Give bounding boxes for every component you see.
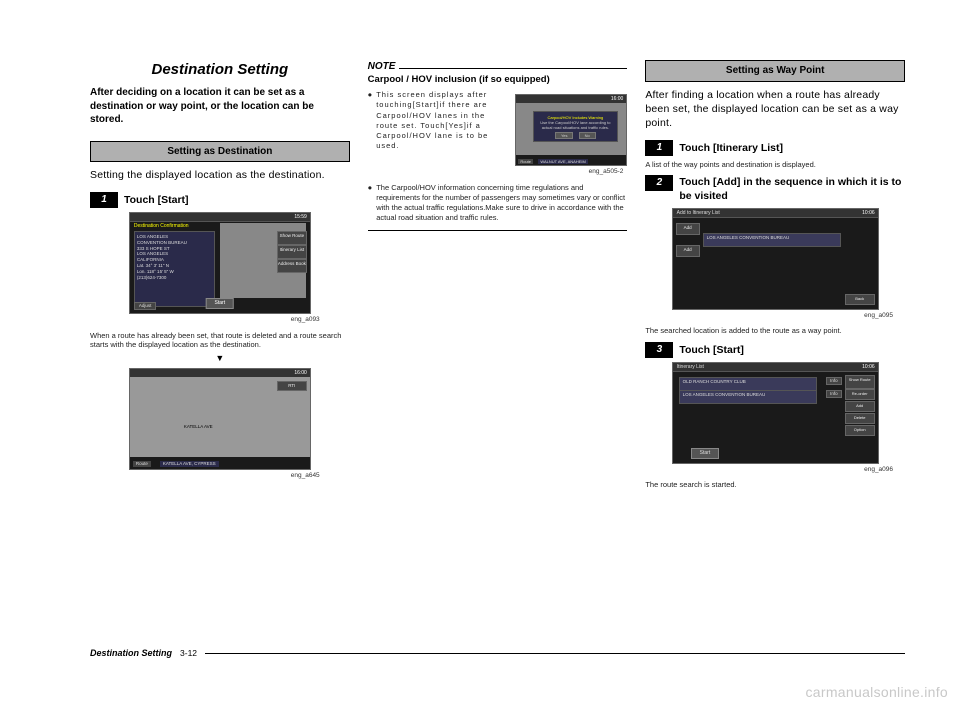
divider xyxy=(368,230,628,231)
step-1: 1 Touch [Start] xyxy=(90,192,350,208)
page-content: Destination Setting After deciding on a … xyxy=(0,0,960,610)
fine-print: The route search is started. xyxy=(645,480,905,490)
main-title: Destination Setting xyxy=(90,60,350,80)
figure-caption: eng_a095 xyxy=(645,312,893,321)
figure-caption: eng_a096 xyxy=(645,466,893,475)
divider xyxy=(399,68,627,69)
fine-print: When a route has already been set, that … xyxy=(90,331,350,351)
bullet-text: The Carpool/HOV information concerning t… xyxy=(376,183,627,224)
column-3: Setting as Way Point After finding a loc… xyxy=(645,60,905,580)
figure-itinerary-list: Itinerary List 10:06 OLD RANCH COUNTRY C… xyxy=(672,362,879,464)
step-number: 1 xyxy=(90,192,118,208)
bullet-icon: ● xyxy=(368,183,373,224)
section-setting-waypoint: Setting as Way Point xyxy=(645,60,905,82)
figure-hov-warning: 16:00 Carpool/HOV Includes Warning Use t… xyxy=(515,94,627,166)
note-subtitle: Carpool / HOV inclusion (if so equipped) xyxy=(368,74,628,87)
figure-map-route: 16:00 KATELLA AVE Route KATELLA AVE, CYP… xyxy=(129,368,311,470)
step-1: 1 Touch [Itinerary List] xyxy=(645,140,905,156)
bullet-icon: ● xyxy=(368,90,373,151)
step-label: Touch [Itinerary List] xyxy=(679,141,783,155)
footer-rule xyxy=(205,653,905,654)
figure-caption: eng_a645 xyxy=(90,472,320,481)
body-text: After finding a location when a route ha… xyxy=(645,88,905,131)
intro-text: After deciding on a location it can be s… xyxy=(90,86,350,127)
note-label: NOTE xyxy=(368,60,396,74)
step-3: 3 Touch [Start] xyxy=(645,342,905,358)
section-setting-destination: Setting as Destination xyxy=(90,141,350,163)
figure-caption: eng_a093 xyxy=(90,316,320,325)
watermark: carmanualsonline.info xyxy=(806,684,949,700)
footer-title: Destination Setting xyxy=(90,648,172,658)
step-label: Touch [Add] in the sequence in which it … xyxy=(679,175,905,203)
page-footer: Destination Setting 3-12 xyxy=(90,648,905,658)
figure-destination-confirmation: 15:59 Destination Confirmation LOS ANGEL… xyxy=(129,212,311,314)
fine-print: The searched location is added to the ro… xyxy=(645,326,905,336)
footer-page-number: 3-12 xyxy=(180,648,197,658)
column-2: NOTE Carpool / HOV inclusion (if so equi… xyxy=(368,60,628,580)
body-text: Setting the displayed location as the de… xyxy=(90,168,350,182)
figure-add-itinerary: Add to Itinerary List 10:06 Add LOS ANGE… xyxy=(672,208,879,310)
step-number: 1 xyxy=(645,140,673,156)
step-label: Touch [Start] xyxy=(124,193,189,207)
down-arrow-icon: ▼ xyxy=(90,352,350,364)
step-2: 2 Touch [Add] in the sequence in which i… xyxy=(645,175,905,203)
bullet-text: This screen displays after touching[Star… xyxy=(376,90,509,151)
step-label: Touch [Start] xyxy=(679,343,744,357)
figure-caption: eng_a505-2 xyxy=(368,168,624,177)
column-1: Destination Setting After deciding on a … xyxy=(90,60,350,580)
step-number: 3 xyxy=(645,342,673,358)
step-number: 2 xyxy=(645,175,673,191)
fine-print: A list of the way points and destination… xyxy=(645,160,905,170)
